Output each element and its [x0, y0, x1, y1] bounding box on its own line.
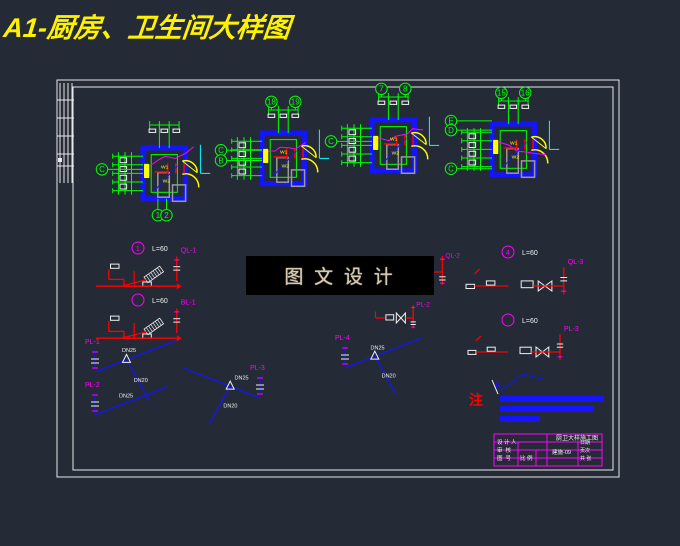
svg-text:C: C [448, 165, 454, 174]
svg-text:DN25: DN25 [235, 375, 249, 381]
svg-text:DN20: DN20 [134, 378, 148, 384]
svg-text:PL-4: PL-4 [335, 335, 350, 342]
svg-text:W2: W2 [163, 178, 171, 184]
svg-text:C: C [328, 137, 334, 146]
svg-text:PL-1: PL-1 [85, 339, 100, 346]
svg-text:1: 1 [156, 211, 161, 220]
svg-text:页次: 页次 [580, 447, 590, 454]
svg-text:W2: W2 [512, 154, 520, 160]
svg-text:L=60: L=60 [522, 318, 538, 325]
svg-text:QL-3: QL-3 [568, 259, 584, 266]
svg-text:2: 2 [164, 211, 169, 220]
svg-text:16: 16 [521, 89, 530, 98]
svg-text:共 张: 共 张 [580, 455, 591, 462]
svg-text:C: C [218, 146, 224, 155]
svg-text:C: C [99, 165, 105, 174]
svg-text:PL-3: PL-3 [250, 365, 265, 372]
svg-text:审 核: 审 核 [497, 446, 512, 454]
svg-text:W2: W2 [282, 163, 290, 169]
svg-text:DN20: DN20 [382, 373, 396, 379]
svg-text:QL-1: QL-1 [181, 248, 197, 255]
svg-text:W1: W1 [280, 150, 288, 156]
svg-text:L=60: L=60 [522, 250, 538, 257]
svg-text:19: 19 [291, 98, 300, 107]
svg-text:7: 7 [379, 85, 384, 94]
svg-text:W1: W1 [390, 137, 398, 143]
svg-text:1: 1 [136, 246, 140, 253]
svg-text:日期: 日期 [580, 440, 590, 446]
svg-text:DN25: DN25 [371, 345, 385, 351]
svg-text:W1: W1 [510, 141, 518, 147]
svg-text:W2: W2 [392, 150, 400, 156]
svg-text:B: B [218, 156, 223, 165]
svg-text:设 计 人: 设 计 人 [497, 438, 517, 446]
svg-text:BL-1: BL-1 [181, 300, 196, 307]
svg-text:4: 4 [506, 250, 510, 257]
svg-text:QL-2: QL-2 [445, 253, 460, 260]
svg-text:W1: W1 [161, 165, 169, 171]
svg-text:PL-2: PL-2 [85, 382, 100, 389]
svg-text:DN25: DN25 [119, 393, 133, 399]
svg-text:18: 18 [267, 98, 276, 107]
svg-text:图 号: 图 号 [497, 454, 512, 462]
svg-text:DN20: DN20 [223, 403, 237, 409]
svg-text:DN25: DN25 [122, 348, 136, 354]
svg-text:15: 15 [497, 89, 506, 98]
svg-text:厨卫大样施工图: 厨卫大样施工图 [556, 434, 598, 442]
svg-text:8: 8 [403, 85, 408, 94]
svg-text:D: D [448, 126, 454, 135]
svg-text:比 例: 比 例 [520, 454, 533, 462]
svg-text:PL-3: PL-3 [564, 326, 579, 333]
svg-text:L=60: L=60 [152, 298, 168, 305]
svg-text:L=60: L=60 [152, 246, 168, 253]
svg-text:注: 注 [469, 392, 483, 408]
svg-text:建施-09: 建施-09 [552, 448, 571, 456]
svg-text:PL-2: PL-2 [416, 301, 430, 308]
